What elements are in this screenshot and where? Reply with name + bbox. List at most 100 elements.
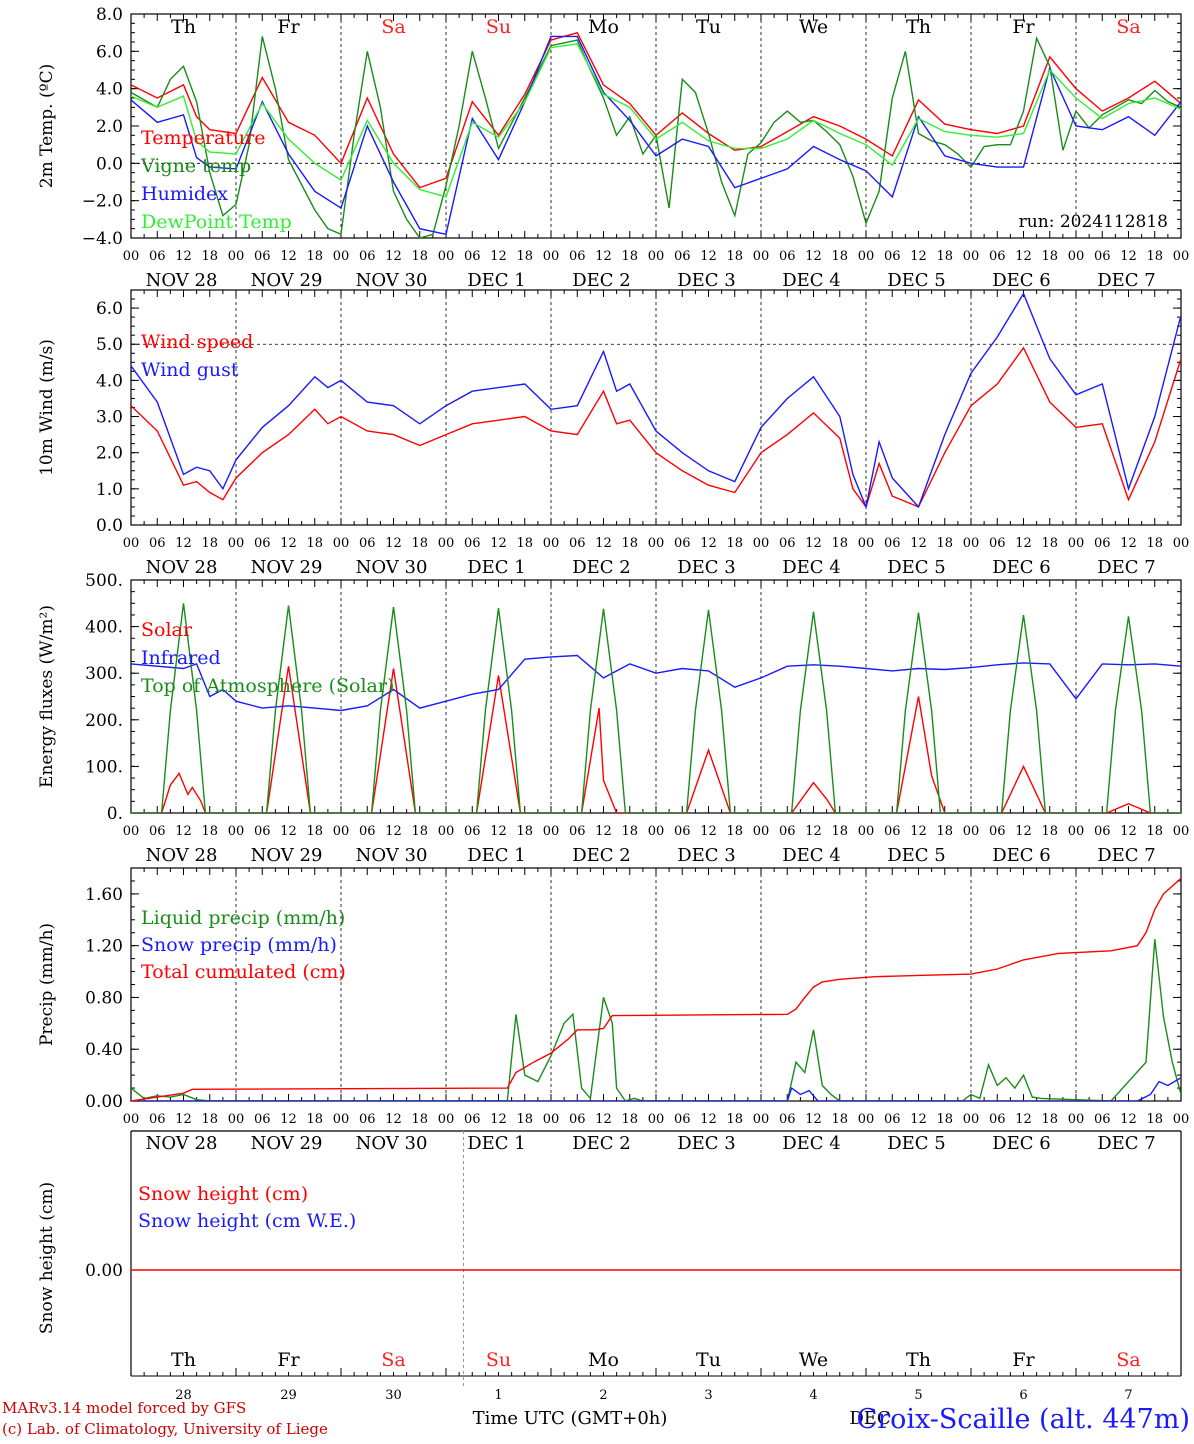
y-axis-label: 10m Wind (m/s): [37, 339, 57, 476]
series-line-blue: [131, 1077, 1181, 1101]
hour-label: 00: [543, 536, 560, 551]
series-line-blue: [131, 292, 1181, 510]
day-number-label: 4: [809, 1388, 817, 1403]
hour-label: 12: [1120, 536, 1137, 551]
hour-label: 18: [516, 536, 533, 551]
hour-label: 06: [989, 1112, 1006, 1127]
hour-label: 00: [963, 1112, 980, 1127]
hour-label: 06: [569, 824, 586, 839]
hour-label: 00: [438, 536, 455, 551]
date-label: DEC 4: [782, 845, 841, 866]
date-label: NOV 28: [146, 845, 218, 866]
panel-flux: 500. 400. 300. 200. 100. 0. Energy fluxes (W/m…: [37, 571, 1189, 866]
hour-label: 18: [936, 1112, 953, 1127]
date-label: DEC 5: [887, 1133, 946, 1154]
hour-label: 06: [464, 1112, 481, 1127]
day-of-week-label: Tu: [696, 1349, 721, 1371]
hour-label: 18: [1146, 536, 1163, 551]
hour-label: 12: [595, 536, 612, 551]
hour-label: 12: [1015, 249, 1032, 264]
hour-label: 06: [989, 824, 1006, 839]
y-tick-label: 6.0: [96, 42, 123, 62]
hour-label: 12: [700, 536, 717, 551]
hour-label: 12: [1015, 536, 1032, 551]
hour-label: 12: [910, 249, 927, 264]
hour-label: 12: [385, 824, 402, 839]
series-line-red: [131, 346, 1181, 509]
date-label: DEC 7: [1097, 1133, 1156, 1154]
date-label: DEC 5: [887, 270, 946, 291]
hour-label: 06: [149, 1112, 166, 1127]
hour-label: 18: [516, 824, 533, 839]
hour-label: 00: [858, 824, 875, 839]
hour-label: 18: [831, 536, 848, 551]
hour-label: 18: [1041, 824, 1058, 839]
y-tick-label: 5.0: [96, 335, 123, 355]
legend-entry: Wind speed: [141, 331, 253, 353]
hour-label: 18: [411, 249, 428, 264]
y-tick-label: 0.00: [85, 1092, 123, 1112]
hour-label: 12: [175, 536, 192, 551]
hour-label: 00: [963, 824, 980, 839]
date-label: DEC 2: [572, 270, 631, 291]
day-of-week-label: We: [799, 16, 828, 38]
hour-label: 06: [674, 249, 691, 264]
hour-label: 18: [306, 824, 323, 839]
series-line-blue: [131, 654, 1181, 712]
hour-label: 06: [149, 536, 166, 551]
date-label: DEC 3: [677, 270, 736, 291]
month-label: DEC: [849, 1408, 890, 1429]
day-of-week-label: Tu: [696, 16, 721, 38]
y-tick-label: 100.: [85, 757, 123, 777]
hour-label: 18: [726, 249, 743, 264]
hour-label: 06: [989, 536, 1006, 551]
date-label: DEC 3: [677, 845, 736, 866]
y-tick-label: −2.0: [82, 192, 123, 212]
hour-label: 06: [779, 824, 796, 839]
hour-label: 00: [543, 824, 560, 839]
legend-entry: Solar: [141, 619, 193, 641]
day-of-week-label: Sa: [1116, 1349, 1140, 1371]
y-tick-label: 6.0: [96, 299, 123, 319]
y-tick-label: 1.20: [85, 937, 123, 957]
hour-label: 00: [333, 249, 350, 264]
series-line-red: [131, 31, 1181, 189]
day-number-label: 3: [704, 1388, 712, 1403]
date-label: NOV 28: [146, 557, 218, 578]
legend-entry: Wind gust: [141, 359, 239, 381]
legend-entry: Temperature: [141, 127, 265, 149]
date-label: DEC 1: [467, 845, 526, 866]
hour-label: 00: [1173, 249, 1190, 264]
hour-label: 12: [175, 249, 192, 264]
hour-label: 18: [306, 1112, 323, 1127]
hour-label: 12: [700, 1112, 717, 1127]
hour-label: 06: [569, 249, 586, 264]
hour-label: 12: [700, 249, 717, 264]
hour-label: 12: [595, 824, 612, 839]
y-tick-label: 1.60: [85, 885, 123, 905]
date-label: NOV 29: [251, 845, 323, 866]
hour-label: 00: [648, 249, 665, 264]
date-label: NOV 30: [356, 270, 428, 291]
hour-label: 12: [910, 1112, 927, 1127]
legend-entry: Snow height (cm): [138, 1183, 308, 1205]
legend-entry: Infrared: [141, 647, 221, 669]
date-label: DEC 3: [677, 1133, 736, 1154]
legend-entry: Total cumulated (cm): [141, 961, 346, 983]
hour-label: 18: [411, 536, 428, 551]
hour-label: 06: [884, 536, 901, 551]
hour-label: 18: [201, 249, 218, 264]
hour-label: 06: [359, 824, 376, 839]
hour-label: 00: [648, 536, 665, 551]
hour-label: 12: [595, 249, 612, 264]
day-of-week-label: We: [799, 1349, 828, 1371]
day-number-label: 6: [1019, 1388, 1027, 1403]
hour-label: 12: [175, 1112, 192, 1127]
hour-label: 18: [726, 824, 743, 839]
day-of-week-label: Th: [906, 16, 931, 38]
day-number-label: 28: [175, 1388, 192, 1403]
hour-label: 06: [1094, 536, 1111, 551]
legend-entry: Humidex: [141, 183, 228, 205]
date-label: DEC 1: [467, 270, 526, 291]
date-label: NOV 30: [356, 1133, 428, 1154]
